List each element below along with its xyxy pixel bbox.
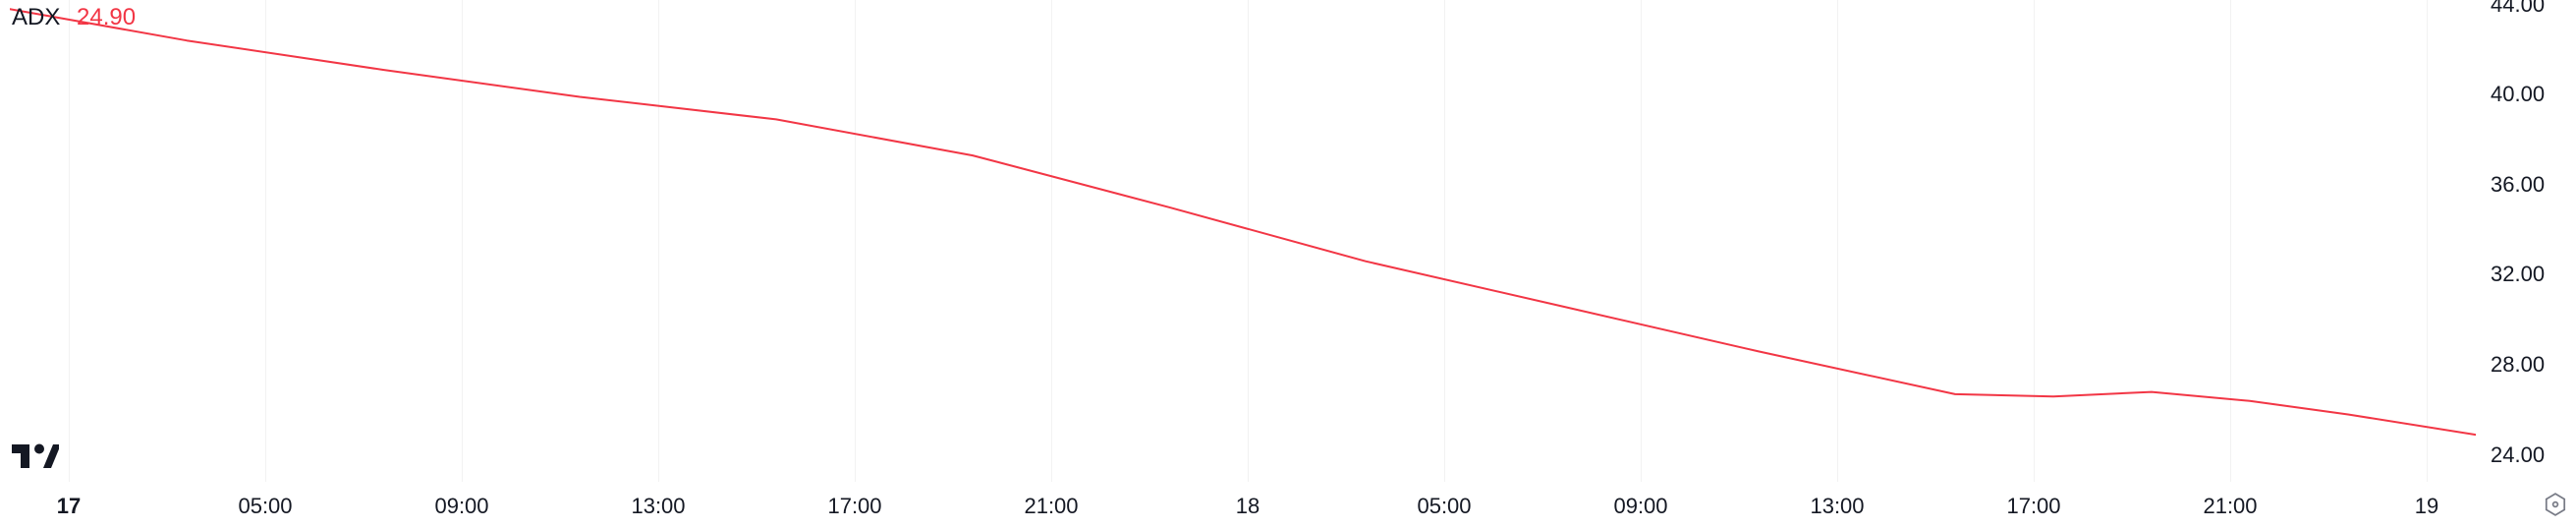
x-tick-label: 05:00: [1417, 494, 1471, 519]
legend[interactable]: ADX 24.90: [12, 4, 136, 31]
x-tick-label: 17:00: [827, 494, 881, 519]
series-value: 24.90: [77, 4, 136, 30]
y-tick-label: 40.00: [2491, 82, 2545, 107]
y-tick-label: 24.00: [2491, 442, 2545, 468]
x-tick-label: 05:00: [238, 494, 292, 519]
tradingview-logo[interactable]: [12, 441, 59, 468]
y-axis: 44.00 40.00 36.00 32.00 28.00 24.00: [2486, 0, 2572, 482]
y-tick-label: 28.00: [2491, 352, 2545, 378]
adx-line: [10, 9, 2476, 435]
x-tick-label: 09:00: [434, 494, 488, 519]
settings-icon[interactable]: [2543, 492, 2568, 517]
x-tick-label: 19: [2415, 494, 2438, 519]
series-name: ADX: [12, 4, 60, 30]
x-axis: 17 05:00 09:00 13:00 17:00 21:00 18 05:00 09:00 1…: [10, 482, 2476, 525]
x-tick-label: 13:00: [1810, 494, 1864, 519]
x-tick-label: 09:00: [1613, 494, 1667, 519]
y-tick-label: 32.00: [2491, 262, 2545, 287]
series-svg: [10, 0, 2476, 482]
chart-container: 44.00 40.00 36.00 32.00 28.00 24.00 17 05:00 09…: [0, 0, 2576, 529]
x-tick-label: 13:00: [631, 494, 685, 519]
y-tick-label: 44.00: [2491, 0, 2545, 18]
x-tick-label: 21:00: [1024, 494, 1078, 519]
y-tick-label: 36.00: [2491, 172, 2545, 198]
x-tick-label: 18: [1236, 494, 1260, 519]
x-tick-label: 21:00: [2203, 494, 2257, 519]
plot-area[interactable]: [10, 0, 2476, 482]
x-tick-label: 17:00: [2006, 494, 2060, 519]
x-tick-label: 17: [57, 494, 81, 519]
